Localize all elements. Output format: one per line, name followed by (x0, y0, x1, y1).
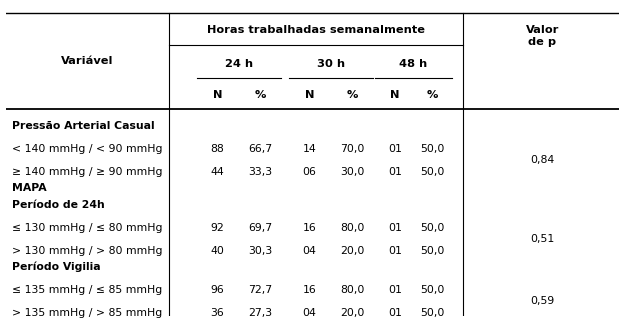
Text: N: N (305, 90, 314, 100)
Text: 50,0: 50,0 (420, 308, 444, 318)
Text: 01: 01 (388, 246, 402, 256)
Text: 0,51: 0,51 (530, 234, 554, 244)
Text: 0,59: 0,59 (530, 296, 554, 306)
Text: Pressão Arterial Casual: Pressão Arterial Casual (12, 121, 155, 131)
Text: ≥ 140 mmHg / ≥ 90 mmHg: ≥ 140 mmHg / ≥ 90 mmHg (12, 167, 163, 177)
Text: 06: 06 (302, 167, 316, 177)
Text: Período de 24h: Período de 24h (12, 200, 105, 210)
Text: 04: 04 (302, 246, 316, 256)
Text: Horas trabalhadas semanalmente: Horas trabalhadas semanalmente (206, 25, 424, 35)
Text: 33,3: 33,3 (248, 167, 272, 177)
Text: 92: 92 (211, 223, 224, 233)
Text: 70,0: 70,0 (340, 144, 364, 154)
Text: 44: 44 (211, 167, 224, 177)
Text: 27,3: 27,3 (248, 308, 272, 318)
Text: %: % (347, 90, 358, 100)
Text: 80,0: 80,0 (340, 223, 364, 233)
Text: 30,3: 30,3 (248, 246, 272, 256)
Text: N: N (391, 90, 400, 100)
Text: 50,0: 50,0 (420, 246, 444, 256)
Text: N: N (213, 90, 222, 100)
Text: 96: 96 (211, 285, 224, 295)
Text: < 140 mmHg / < 90 mmHg: < 140 mmHg / < 90 mmHg (12, 144, 163, 154)
Text: 01: 01 (388, 144, 402, 154)
Text: 01: 01 (388, 223, 402, 233)
Text: > 130 mmHg / > 80 mmHg: > 130 mmHg / > 80 mmHg (12, 246, 163, 256)
Text: Valor
de p: Valor de p (526, 25, 559, 47)
Text: Período Vigilia: Período Vigilia (12, 262, 101, 272)
Text: Variável: Variável (61, 56, 114, 66)
Text: 88: 88 (211, 144, 224, 154)
Text: 0,84: 0,84 (530, 155, 554, 165)
Text: 01: 01 (388, 285, 402, 295)
Text: 50,0: 50,0 (420, 167, 444, 177)
Text: 50,0: 50,0 (420, 285, 444, 295)
Text: 48 h: 48 h (399, 59, 428, 69)
Text: 72,7: 72,7 (248, 285, 272, 295)
Text: 01: 01 (388, 308, 402, 318)
Text: ≤ 135 mmHg / ≤ 85 mmHg: ≤ 135 mmHg / ≤ 85 mmHg (12, 285, 162, 295)
Text: 80,0: 80,0 (340, 285, 364, 295)
Text: 24 h: 24 h (225, 59, 253, 69)
Text: 66,7: 66,7 (248, 144, 272, 154)
Text: 69,7: 69,7 (248, 223, 272, 233)
Text: 40: 40 (211, 246, 224, 256)
Text: 36: 36 (211, 308, 224, 318)
Text: 04: 04 (302, 308, 316, 318)
Text: ≤ 130 mmHg / ≤ 80 mmHg: ≤ 130 mmHg / ≤ 80 mmHg (12, 223, 163, 233)
Text: 30,0: 30,0 (340, 167, 364, 177)
Text: 20,0: 20,0 (340, 246, 364, 256)
Text: > 135 mmHg / > 85 mmHg: > 135 mmHg / > 85 mmHg (12, 308, 162, 318)
Text: 01: 01 (388, 167, 402, 177)
Text: 16: 16 (302, 285, 316, 295)
Text: MAPA: MAPA (12, 183, 47, 193)
Text: %: % (426, 90, 438, 100)
Text: 20,0: 20,0 (340, 308, 364, 318)
Text: %: % (255, 90, 266, 100)
Text: 50,0: 50,0 (420, 144, 444, 154)
Text: 50,0: 50,0 (420, 223, 444, 233)
Text: 30 h: 30 h (317, 59, 345, 69)
Text: 16: 16 (302, 223, 316, 233)
Text: 14: 14 (302, 144, 316, 154)
